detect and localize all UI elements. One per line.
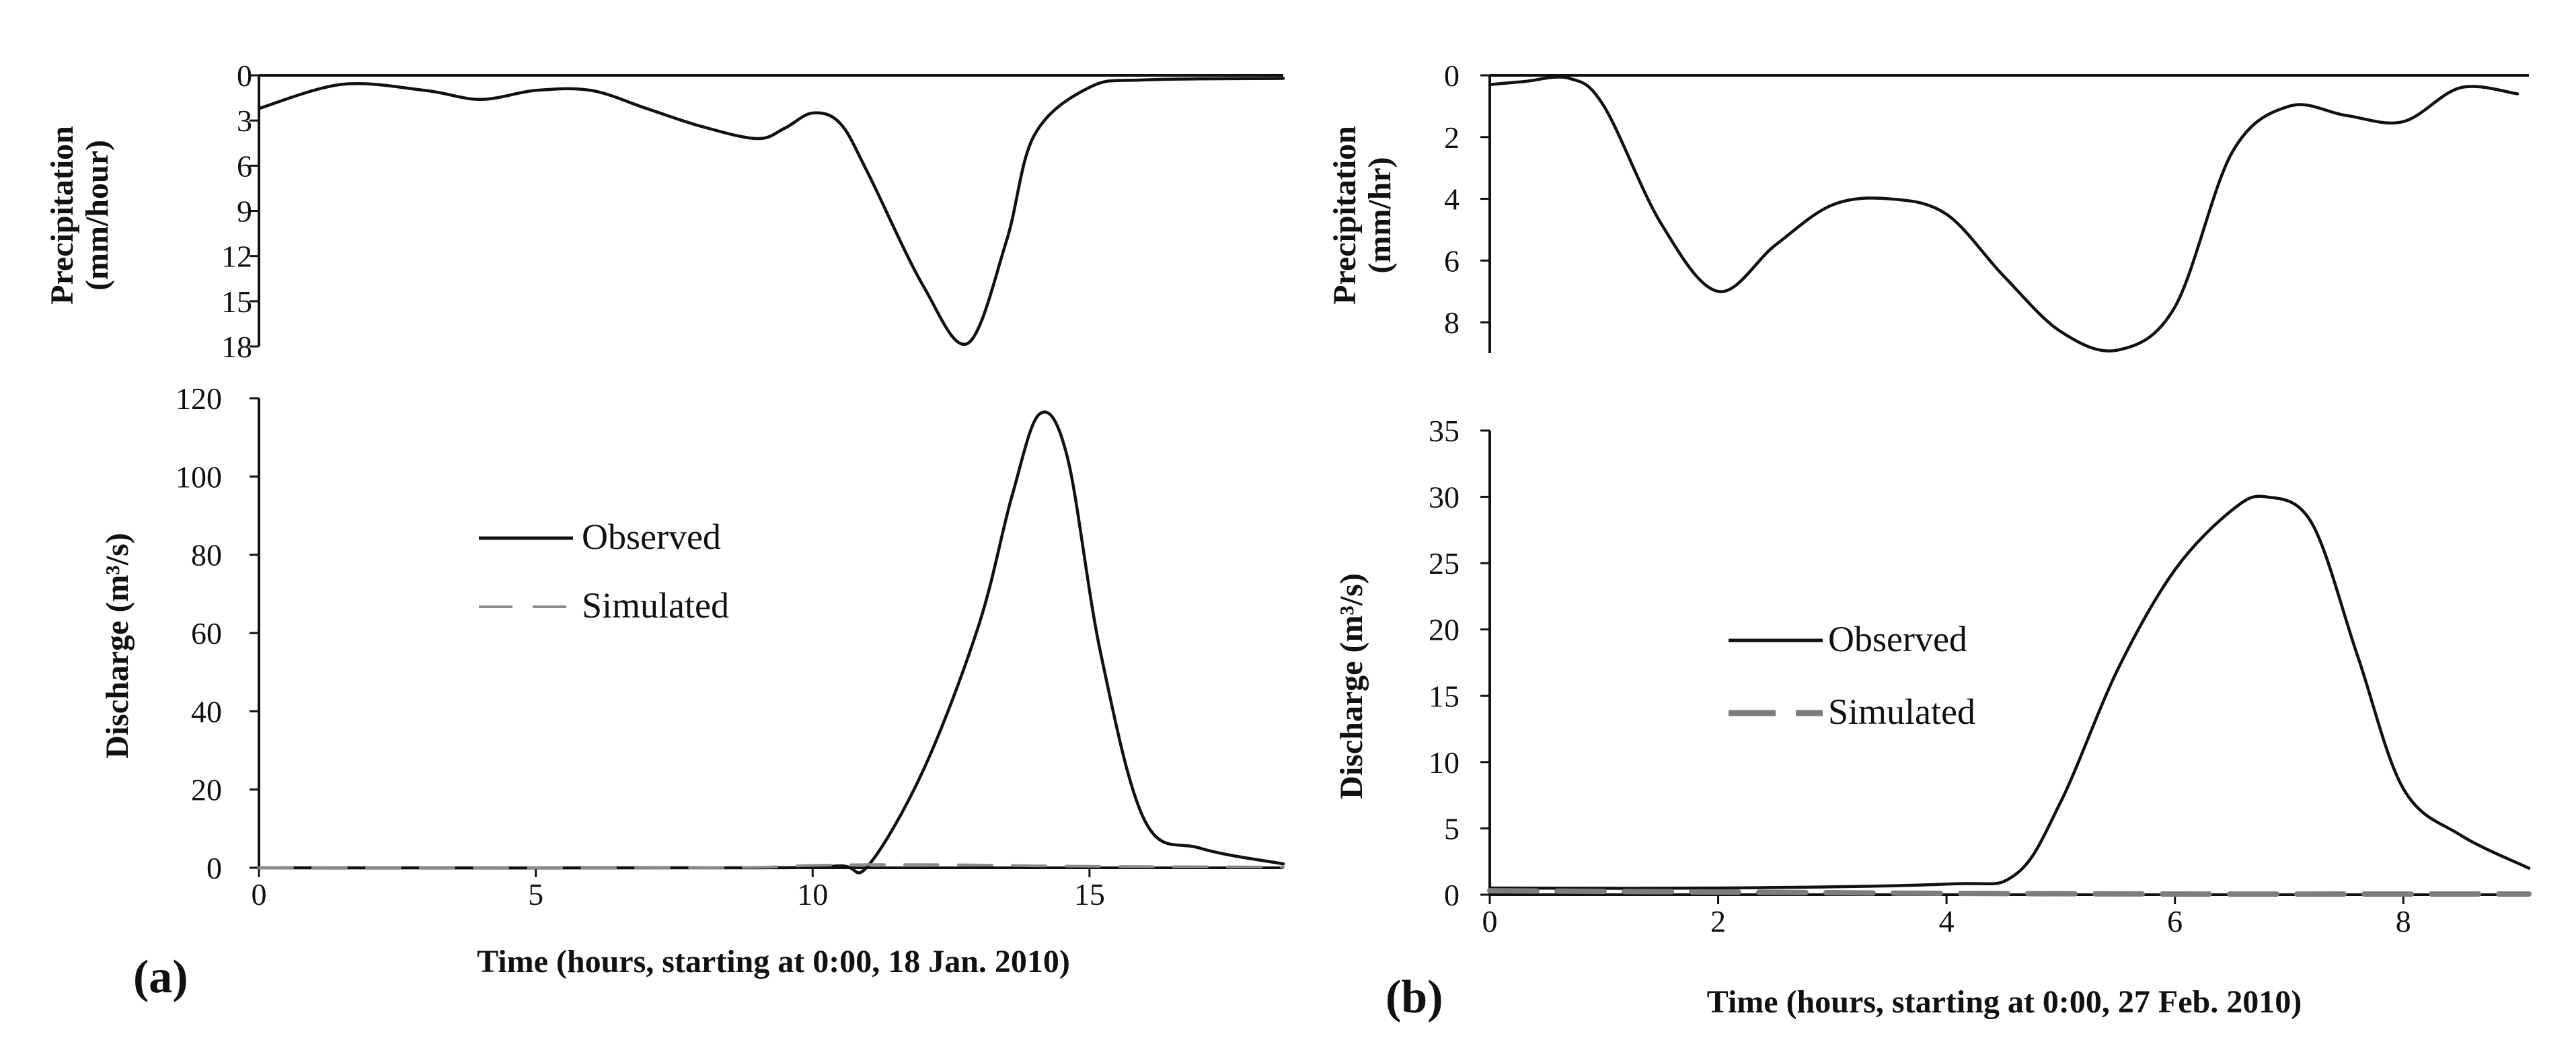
panel-a-discharge-chart: 0 20 40 60 80 100 120 0 5 10 15 <box>176 381 1285 912</box>
panel-a-precip-ylabel-line1: Precipitation <box>44 126 80 305</box>
panel-b-discharge-chart: 0 5 10 15 20 25 30 35 0 2 4 6 8 <box>1429 414 2532 938</box>
b-discharge-ytick-label: 25 <box>1429 546 1460 581</box>
panel-b-discharge-ylabel: Discharge (m³/s) <box>1334 573 1369 799</box>
b-discharge-xtick-label: 4 <box>1939 904 1955 938</box>
panel-b-legend-simulated-label: Simulated <box>1828 692 1975 732</box>
a-discharge-xtick-label: 10 <box>797 877 828 912</box>
b-discharge-xtick-label: 6 <box>2167 904 2183 938</box>
panel-a-legend-observed-label: Observed <box>582 517 721 557</box>
panel-b-xlabel: Time (hours, starting at 0:00, 27 Feb. 2… <box>1707 984 2302 1020</box>
a-discharge-ytick-label: 20 <box>191 773 222 807</box>
a-discharge-ytick-label: 0 <box>206 851 222 885</box>
a-precip-ytick-label: 12 <box>221 239 252 274</box>
a-precip-ytick-label: 15 <box>221 285 252 319</box>
panel-a-xlabel: Time (hours, starting at 0:00, 18 Jan. 2… <box>477 944 1070 979</box>
panel-b-legend-observed-label: Observed <box>1828 619 1967 659</box>
panel-a-precip-ylabel-line2: (mm/hour) <box>79 140 115 291</box>
a-discharge-ytick-label: 120 <box>176 381 222 416</box>
b-precip-ytick-label: 6 <box>1444 244 1460 278</box>
b-discharge-ytick-label: 30 <box>1429 480 1460 515</box>
a-discharge-ytick-label: 100 <box>176 459 222 494</box>
panel-b-precipitation-chart: 0 2 4 6 8 <box>1444 59 2529 353</box>
a-discharge-xtick-label: 0 <box>252 877 267 912</box>
a-discharge-series-simulated-line <box>258 863 1285 870</box>
panel-a-legend-simulated-label: Simulated <box>582 585 729 626</box>
b-discharge-ytick-label: 5 <box>1444 811 1460 846</box>
b-discharge-series-simulated-line <box>1487 888 2532 897</box>
b-precip-ytick-label: 4 <box>1444 182 1460 217</box>
b-precip-ytick-label: 8 <box>1444 305 1460 340</box>
a-discharge-ytick-label: 40 <box>191 694 222 729</box>
a-discharge-xtick-label: 5 <box>528 877 543 912</box>
b-discharge-ytick-label: 0 <box>1444 878 1460 912</box>
a-precip-ytick-label: 18 <box>221 330 252 364</box>
a-precip-ytick-label: 9 <box>237 194 252 229</box>
panel-b-precip-ylabel-line1: Precipitation <box>1327 126 1363 305</box>
panel-b-precip-ylabel-line2: (mm/hr) <box>1362 157 1398 273</box>
a-precip-series-precipitation-line <box>257 77 1285 346</box>
a-precip-ytick-label: 6 <box>237 149 252 183</box>
b-discharge-series-observed-line <box>1488 494 2531 890</box>
a-discharge-series-observed-line <box>257 410 1285 875</box>
b-precip-series-precipitation-line <box>1488 75 2520 352</box>
b-discharge-ytick-label: 10 <box>1429 745 1460 780</box>
a-discharge-ytick-label: 80 <box>191 538 222 572</box>
a-precip-ytick-label: 3 <box>237 104 252 138</box>
panel-b-label: (b) <box>1386 971 1443 1023</box>
panel-a-precipitation-chart: 0 3 6 9 12 15 18 <box>221 59 1285 364</box>
b-discharge-xtick-label: 2 <box>1710 904 1726 938</box>
a-precip-ytick-label: 0 <box>237 59 252 93</box>
a-discharge-xtick-label: 15 <box>1074 877 1105 912</box>
b-discharge-ytick-label: 35 <box>1429 414 1460 448</box>
b-discharge-xtick-label: 0 <box>1482 904 1498 938</box>
b-discharge-xtick-label: 8 <box>2396 904 2411 938</box>
b-discharge-ytick-label: 20 <box>1429 613 1460 647</box>
panel-a-label: (a) <box>133 951 188 1003</box>
panel-a-discharge-ylabel: Discharge (m³/s) <box>100 533 135 759</box>
a-discharge-ytick-label: 60 <box>191 616 222 651</box>
b-precip-ytick-label: 0 <box>1444 59 1460 93</box>
b-discharge-ytick-label: 15 <box>1429 679 1460 713</box>
b-precip-ytick-label: 2 <box>1444 120 1460 155</box>
